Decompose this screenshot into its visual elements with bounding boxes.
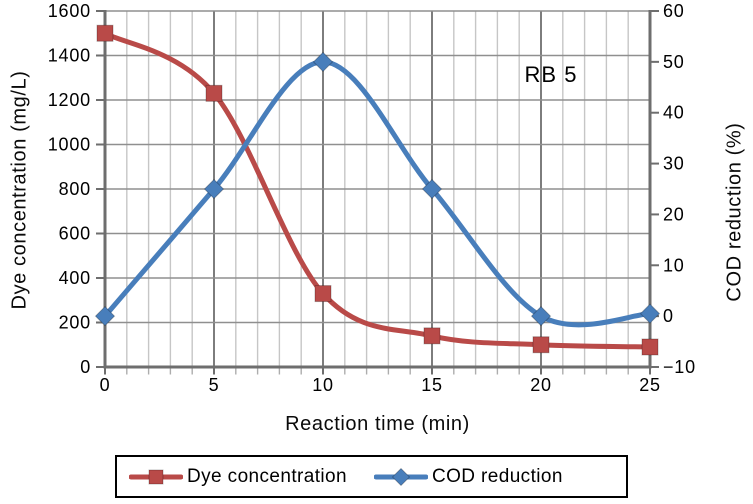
left-axis-tick-label: 1400 xyxy=(48,46,91,66)
right-axis-tick-label: 30 xyxy=(663,154,685,174)
legend-item-dye-concentration: Dye concentration xyxy=(128,465,347,488)
dye-series-marker xyxy=(423,327,441,345)
legend: Dye concentration COD reduction xyxy=(115,455,628,498)
dye-series-marker xyxy=(641,338,659,356)
dye-series-marker xyxy=(314,285,332,303)
dye-series-marker xyxy=(96,24,114,42)
right-axis-tick-label: 50 xyxy=(663,52,685,72)
annotation-label: RB 5 xyxy=(525,62,578,87)
chart-plot: 02004006008001000120014001600−1001020304… xyxy=(48,1,696,395)
right-axis-tick-label: 60 xyxy=(663,1,685,21)
right-y-axis-title: COD reduction (%) xyxy=(723,122,746,302)
x-axis-title: Reaction time (min) xyxy=(285,413,470,435)
x-axis-tick-label: 10 xyxy=(312,375,334,395)
dye-series-swatch-icon xyxy=(128,468,184,486)
x-axis-tick-label: 20 xyxy=(530,375,552,395)
legend-item-cod-reduction: COD reduction xyxy=(373,465,563,488)
dye-series-marker xyxy=(532,336,550,354)
cod-series-line xyxy=(102,59,653,328)
cod-series-swatch-icon xyxy=(373,467,429,486)
cod-series-marker xyxy=(639,303,661,324)
x-axis-tick-label: 0 xyxy=(100,375,111,395)
right-axis-tick-label: 0 xyxy=(663,306,674,326)
cod-series-marker xyxy=(312,51,334,73)
legend-swatch-graphic xyxy=(128,469,184,484)
left-axis-tick-label: 1200 xyxy=(48,90,91,110)
x-axis-tick-label: 5 xyxy=(209,375,220,395)
legend-label-dye-concentration: Dye concentration xyxy=(187,465,347,487)
left-y-axis-title: Dye concentration (mg/L) xyxy=(8,70,31,310)
cod-series-marker xyxy=(530,305,552,327)
left-axis-tick-label: 0 xyxy=(80,357,91,377)
cod-series-marker xyxy=(421,178,443,200)
left-axis-tick-label: 1000 xyxy=(48,135,91,155)
x-axis-tick-label: 25 xyxy=(639,375,661,395)
dye-series-marker xyxy=(205,84,223,102)
right-axis-tick-label: 20 xyxy=(663,204,685,224)
cod-series-marker xyxy=(94,305,116,327)
left-axis-tick-label: 600 xyxy=(59,224,91,244)
right-axis-tick-label: 10 xyxy=(663,255,685,275)
right-axis-tick-label: −10 xyxy=(663,357,696,377)
x-axis-tick-label: 15 xyxy=(421,375,443,395)
cod-series-marker xyxy=(203,178,225,200)
legend-swatch-graphic xyxy=(373,467,429,486)
left-axis-tick-label: 200 xyxy=(59,313,91,333)
left-axis-tick-label: 1600 xyxy=(48,1,91,21)
right-axis-tick-label: 40 xyxy=(663,103,685,123)
legend-label-cod-reduction: COD reduction xyxy=(431,465,563,487)
legend-diamond-marker-icon xyxy=(391,467,411,486)
legend-square-marker-icon xyxy=(148,469,164,484)
left-axis-tick-label: 400 xyxy=(59,268,91,288)
left-axis-tick-label: 800 xyxy=(59,179,91,199)
